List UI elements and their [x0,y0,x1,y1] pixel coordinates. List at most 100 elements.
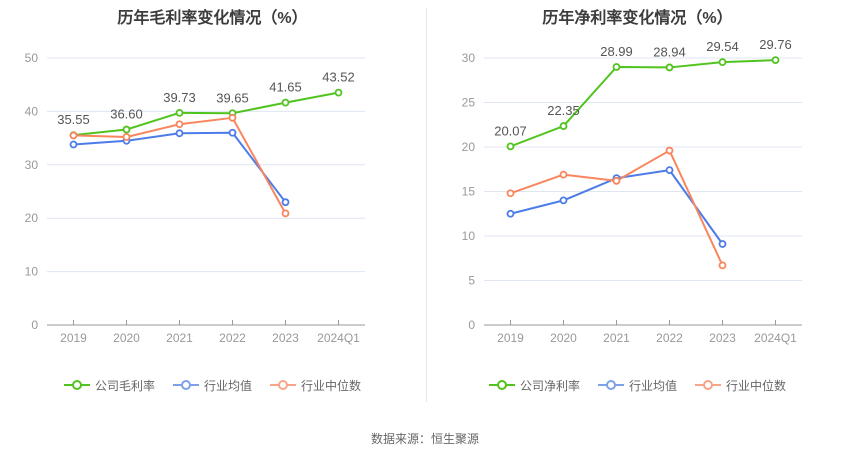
data-point[interactable] [559,170,568,179]
chart-title-gross-margin: 历年毛利率变化情况（%） [117,10,308,27]
legend-ring [496,380,507,390]
legend-label: 行业中位数 [726,378,787,393]
y-axis-label: 0 [31,318,38,332]
data-point[interactable] [612,63,621,71]
data-point[interactable] [122,133,131,141]
legend-item[interactable]: 公司净利率 [488,377,580,394]
chart-title-net-margin: 历年净利率变化情况（%） [542,10,733,27]
point-label: 28.99 [600,44,633,59]
point-label: 41.65 [269,80,302,95]
data-point[interactable] [506,189,515,198]
legend-ring [703,380,713,390]
x-axis-label: 2023 [709,331,736,345]
y-axis-label: 25 [462,96,476,110]
point-label: 28.94 [653,44,686,59]
data-point[interactable] [175,129,184,138]
x-axis-label: 2023 [272,331,299,345]
x-axis-label: 2021 [166,331,193,345]
legend-item[interactable]: 行业均值 [172,377,252,394]
data-point[interactable] [228,128,237,137]
legend-label: 公司净利率 [519,378,580,393]
y-axis-label: 10 [25,265,39,279]
point-label: 29.76 [759,37,792,52]
legend-item[interactable]: 行业均值 [597,377,677,394]
data-point[interactable] [69,131,78,140]
legend-marker-icon [597,380,624,390]
legend-label: 行业均值 [203,378,252,393]
data-point[interactable] [334,88,343,97]
data-point[interactable] [175,120,184,129]
x-axis-label: 2022 [219,331,246,345]
panel-divider [426,8,427,402]
data-point[interactable] [69,140,78,149]
data-point[interactable] [665,146,674,155]
series-line [510,149,724,266]
y-axis-label: 50 [25,51,39,65]
chart-svg-0: 0 10 20 30 40 50 2019 2020 2021 2022 2023 2024Q1 35.… [25,51,365,345]
legend-marker-icon [488,380,515,390]
data-point[interactable] [718,58,727,66]
x-axis-label: 2019 [497,331,524,345]
y-axis-label: 20 [462,140,476,154]
legend-marker-icon [63,380,90,390]
data-point[interactable] [718,240,727,248]
series-line [73,91,339,137]
legend-label: 行业均值 [628,378,677,393]
chart-panel-gross-margin: 历年毛利率变化情况（%） 0 10 20 30 40 50 2019 2020 2021 2022… [0,0,425,394]
legend-label: 公司毛利率 [94,378,155,393]
data-point[interactable] [612,176,621,185]
series-line [73,131,287,203]
x-axis-label: 2020 [113,331,140,345]
point-label: 29.54 [706,39,739,54]
x-axis-label: 2022 [656,331,683,345]
data-point[interactable] [771,56,780,65]
data-point[interactable] [506,142,515,151]
y-axis-label: 5 [468,274,475,288]
data-point[interactable] [718,261,727,270]
legend-ring [278,380,288,390]
legend-item[interactable]: 行业中位数 [270,377,361,394]
point-label: 39.73 [163,90,196,105]
legend-marker-icon [172,380,199,390]
y-axis-label: 20 [25,211,39,225]
data-point[interactable] [175,108,184,117]
point-label: 35.55 [57,112,90,127]
legend-ring [71,380,82,390]
data-point[interactable] [281,209,290,218]
chart-svg-1: 0 5 10 15 20 25 30 2019 2020 2021 2022 2023 2024Q1 20… [462,37,802,345]
chart-panel-net-margin: 历年净利率变化情况（%） 0 5 10 15 20 25 30 2019 2020 2021 202… [425,0,850,394]
point-label: 36.60 [110,107,143,122]
data-point[interactable] [228,113,237,122]
legend-marker-icon [695,380,721,390]
point-label: 22.35 [547,103,580,118]
data-point[interactable] [665,63,674,72]
series-line [510,59,776,148]
data-point[interactable] [506,209,515,218]
x-axis-label: 2024Q1 [754,331,797,345]
legend-label: 行业中位数 [301,378,362,393]
y-axis-label: 30 [25,158,39,172]
data-point[interactable] [281,198,290,207]
y-axis-label: 10 [462,229,476,243]
legend-item[interactable]: 公司毛利率 [63,377,155,394]
point-label: 43.52 [322,70,355,85]
data-point[interactable] [665,166,674,175]
x-axis-label: 2020 [550,331,577,345]
charts-row: 历年毛利率变化情况（%） 0 10 20 30 40 50 2019 2020 2021 2022… [0,0,850,394]
y-axis-label: 0 [468,318,475,332]
data-point[interactable] [281,98,290,107]
y-axis-label: 40 [25,104,39,118]
legend-ring [180,380,191,390]
point-label: 39.65 [216,90,249,105]
x-axis-label: 2024Q1 [317,331,360,345]
legend-marker-icon [270,380,296,390]
legend-item[interactable]: 行业中位数 [695,377,786,394]
y-axis-label: 15 [462,185,476,199]
data-point[interactable] [559,122,568,130]
source-note: 数据来源：恒生聚源 [370,432,479,446]
point-label: 20.07 [494,123,527,138]
y-axis-label: 30 [462,51,476,65]
chart-legend-1: 公司净利率 行业均值 行业中位数 [488,376,786,394]
data-point[interactable] [122,125,131,134]
data-point[interactable] [559,196,568,205]
